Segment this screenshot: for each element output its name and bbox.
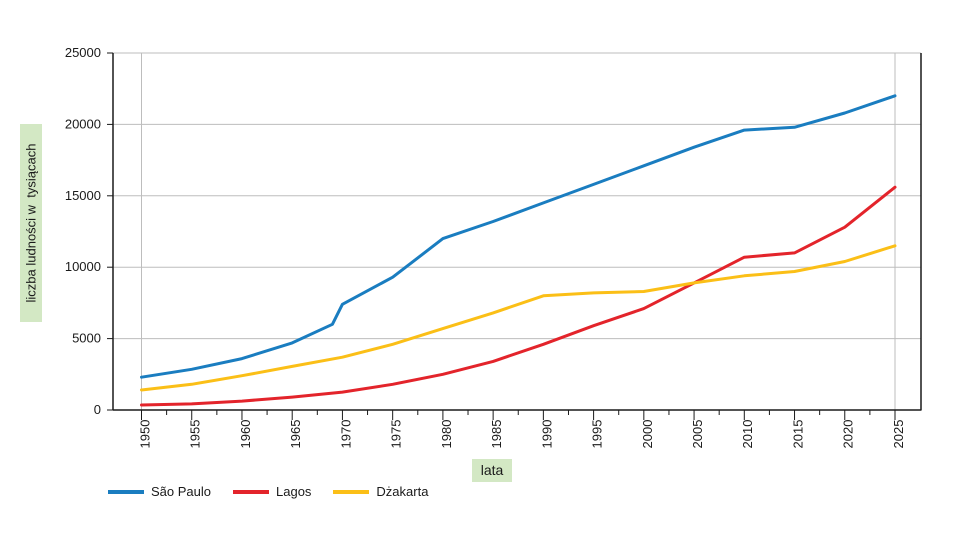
x-tick-label: 1960 (238, 420, 253, 449)
y-tick-label: 15000 (65, 188, 101, 203)
x-tick-label: 1980 (439, 420, 454, 449)
series-line-d-akarta (140, 244, 897, 392)
y-tick-label: 5000 (72, 331, 101, 346)
x-tick-label: 1985 (489, 420, 504, 449)
x-tick-label: 2010 (740, 420, 755, 449)
series-line-s-o-paulo (140, 94, 897, 379)
legend: São Paulo Lagos Dżakarta (108, 484, 450, 499)
grid-layer (113, 52, 921, 410)
legend-swatch-sao-paulo (108, 489, 144, 494)
legend-swatch-lagos (233, 489, 269, 494)
x-tick-label: 2005 (690, 420, 705, 449)
x-tick-label: 1995 (590, 420, 605, 449)
legend-item-sao-paulo: São Paulo (108, 484, 211, 499)
y-tick-label: 0 (94, 402, 101, 417)
x-tick-label: 1965 (288, 420, 303, 449)
x-tick-label: 1970 (338, 420, 353, 449)
x-tick-label: 2000 (640, 420, 655, 449)
y-tick-label: 10000 (65, 259, 101, 274)
series-line-lagos (140, 185, 897, 407)
x-tick-label: 1950 (137, 420, 152, 449)
y-tick-label: 25000 (65, 45, 101, 60)
x-tick-label: 1990 (539, 420, 554, 449)
y-axis-label-box (20, 124, 42, 322)
legend-item-lagos: Lagos (233, 484, 311, 499)
axis-layer: 0 5000 10000 15000 20000 25000 1950 1955 1960 196… (65, 45, 922, 449)
x-tick-label: 1955 (188, 420, 203, 449)
series-layer (140, 94, 897, 407)
legend-label-dzakarta: Dżakarta (376, 484, 429, 499)
x-axis-label: lata (472, 459, 512, 482)
y-axis-label: liczba ludności w tysiącach (23, 143, 39, 303)
x-tick-label: 2015 (790, 420, 805, 449)
legend-label-sao-paulo: São Paulo (151, 484, 211, 499)
x-tick-label: 2025 (891, 420, 906, 449)
legend-label-lagos: Lagos (276, 484, 312, 499)
x-tick-label: 2020 (841, 420, 856, 449)
legend-swatch-dzakarta (333, 489, 370, 494)
legend-item-dzakarta: Dżakarta (333, 484, 428, 499)
x-tick-label: 1975 (389, 420, 404, 449)
y-tick-label: 20000 (65, 116, 101, 131)
